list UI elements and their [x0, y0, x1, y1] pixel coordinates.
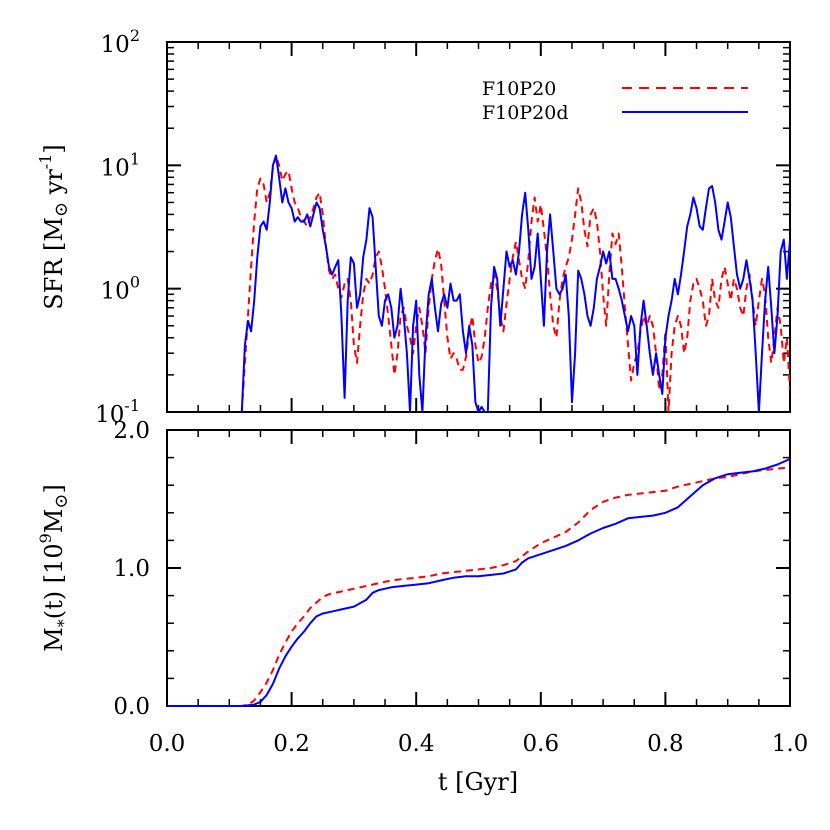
- mass-y-tick-label: 1.0: [113, 556, 150, 582]
- x-tick-label: 0.8: [647, 731, 684, 757]
- mass-series-f10p20d: [167, 458, 791, 707]
- mass-axis-ticks: 0.0 0.2 0.4 0.6 0.8 1.0 0.0 1.0 2.0: [113, 418, 808, 757]
- x-tick-label: 0.0: [149, 731, 186, 757]
- mass-plot-frame: [166, 429, 791, 707]
- sfr-axis-ticks: 10-1 100 101 102: [95, 26, 791, 428]
- x-tick-label: 0.2: [273, 731, 310, 757]
- x-tick-label: 0.4: [398, 731, 435, 757]
- stellar-mass-panel: 0.0 0.2 0.4 0.6 0.8 1.0 0.0 1.0 2.0 M*(t) [109M⊙…: [36, 418, 808, 796]
- sfr-series-lines: [240, 154, 790, 412]
- sfr-series-f10p20d: [240, 154, 790, 412]
- mass-y-tick-label: 2.0: [113, 418, 150, 444]
- legend-label-f10p20d: F10P20d: [482, 102, 568, 124]
- mass-series-lines: [167, 458, 791, 707]
- x-tick-label: 0.6: [523, 731, 560, 757]
- mass-y-tick-label: 0.0: [113, 694, 150, 720]
- sfr-y-axis-label: SFR [M⊙ yr-1]: [36, 144, 72, 309]
- sfr-y-tick-label: 100: [101, 273, 140, 305]
- sfr-y-tick-label: 10-1: [95, 396, 140, 428]
- sfr-series-f10p20: [240, 154, 790, 412]
- legend-label-f10p20: F10P20: [482, 78, 556, 100]
- mass-y-axis-label: M*(t) [109M⊙]: [36, 484, 73, 652]
- sfr-y-tick-label: 102: [101, 26, 140, 58]
- sfr-y-tick-label: 101: [101, 149, 140, 181]
- mass-series-f10p20: [167, 466, 791, 707]
- x-tick-label: 1.0: [772, 731, 809, 757]
- x-axis-label: t [Gyr]: [438, 768, 518, 796]
